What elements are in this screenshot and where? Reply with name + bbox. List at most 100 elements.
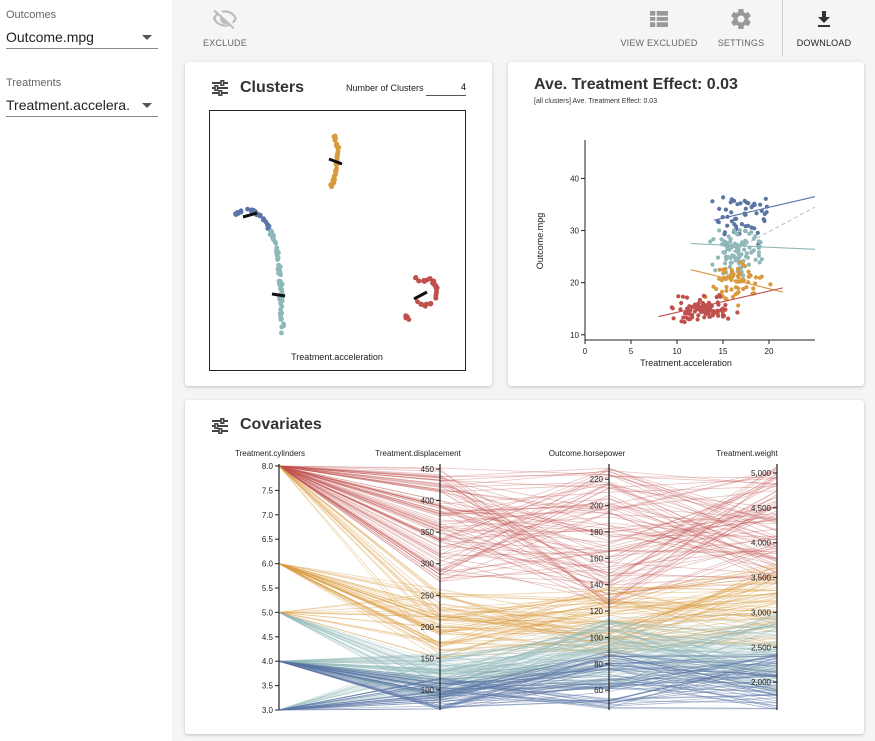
view-excluded-button[interactable]: VIEW EXCLUDED	[620, 0, 698, 56]
covariate-line	[278, 578, 778, 643]
scatter-point	[721, 195, 726, 200]
scatter-point	[733, 285, 738, 290]
scatter-point	[744, 200, 749, 205]
covariate-line	[278, 465, 778, 560]
scatter-point	[719, 237, 724, 242]
covariate-line	[278, 570, 778, 635]
scatter-point	[741, 286, 746, 292]
scatter-point	[679, 300, 684, 306]
covariate-line	[278, 465, 778, 632]
chevron-down-icon	[142, 103, 152, 108]
scatter-point	[743, 228, 748, 233]
covariate-line	[278, 635, 778, 674]
outcome-select[interactable]: Outcome.mpg	[6, 26, 158, 49]
clusters-plot[interactable]: Treatment.acceleration	[209, 110, 467, 372]
x-tick-label: 20	[765, 347, 774, 356]
axis-name: Outcome.horsepower	[549, 449, 626, 458]
scatter-point	[724, 257, 729, 262]
covariate-line	[278, 640, 778, 711]
covariate-line	[278, 465, 778, 566]
scatter-point	[730, 294, 736, 300]
covariate-line	[278, 563, 778, 633]
scatter-point	[729, 219, 734, 224]
treatment-select[interactable]: Treatment.accelera...	[6, 94, 158, 117]
scatter-point	[726, 316, 731, 321]
settings-button[interactable]: SETTINGS	[714, 0, 768, 56]
scatter-point	[732, 255, 738, 260]
y-tick-label: 30	[570, 227, 579, 236]
scatter-point	[757, 260, 762, 265]
num-clusters-input[interactable]	[426, 79, 466, 96]
axis-tick-label: 140	[590, 581, 604, 590]
covariate-line	[278, 465, 778, 583]
gear-icon	[731, 9, 751, 29]
covariate-line	[278, 465, 778, 647]
axis-tick-label: 7.5	[262, 486, 274, 495]
axis-tick-label: 200	[421, 623, 435, 632]
download-button[interactable]: DOWNLOAD	[795, 0, 853, 56]
x-tick-label: 0	[583, 347, 588, 356]
exclude-button[interactable]: EXCLUDE	[200, 0, 250, 56]
covariate-line	[278, 563, 778, 650]
tune-icon	[212, 80, 228, 96]
axis-tick-label: 180	[590, 528, 604, 537]
scatter-point	[706, 309, 711, 314]
ate-card: Ave. Treatment Effect: 0.03 [all cluster…	[508, 62, 864, 386]
cluster-point	[335, 146, 341, 151]
cluster-point	[421, 277, 427, 283]
covariates-card: Covariates Treatment.cylinders 8.0 7.5 7.0 6…	[185, 400, 864, 734]
scatter-point	[733, 216, 738, 221]
covariate-line	[278, 623, 778, 683]
cluster-point	[330, 179, 336, 185]
x-tick-label: 15	[719, 347, 728, 356]
outcome-select-value: Outcome.mpg	[6, 29, 94, 45]
covariate-line	[278, 563, 778, 622]
ate-scatter-chart[interactable]: 0 5 10 15 20 10 20 30 40 Treatment.acceleration Ou…	[508, 62, 864, 386]
y-tick-label: 40	[570, 174, 579, 183]
scatter-point	[711, 284, 716, 289]
scatter-point	[768, 282, 773, 287]
covariate-line	[278, 563, 778, 635]
eye-off-icon	[212, 9, 237, 29]
covariate-line	[278, 465, 778, 576]
covariate-line	[278, 465, 778, 576]
covariate-line	[278, 465, 778, 582]
covariate-line	[278, 465, 778, 586]
clusters-title: Clusters	[240, 79, 305, 96]
covariate-line	[278, 465, 778, 603]
sidebar: Outcomes Outcome.mpg Treatments Treatmen…	[0, 0, 172, 741]
covariate-line	[278, 465, 778, 538]
covariate-line	[278, 465, 778, 596]
covariate-line	[278, 612, 778, 700]
cluster-point	[278, 279, 283, 285]
parallel-coordinates-chart[interactable]: Treatment.cylinders 8.0 7.5 7.0 6.5 6.0 5.5 5.0…	[185, 400, 864, 734]
cluster-point	[415, 299, 420, 305]
covariate-line	[278, 628, 778, 700]
covariate-line	[278, 465, 778, 531]
covariate-line	[278, 614, 778, 675]
covariate-line	[278, 563, 778, 636]
covariate-line	[278, 465, 778, 591]
scatter-point	[744, 285, 749, 290]
scatter-point	[729, 197, 734, 202]
covariate-line	[278, 465, 778, 542]
axis-tick-label: 80	[594, 660, 603, 669]
cluster-point	[413, 275, 418, 281]
covariate-line	[278, 465, 778, 558]
covariate-line	[278, 563, 778, 639]
covariate-line	[278, 465, 778, 617]
scatter-point	[758, 202, 763, 207]
scatter-point	[729, 274, 734, 279]
cluster-point	[418, 301, 424, 307]
download-icon	[818, 11, 830, 27]
covariate-line	[278, 563, 778, 645]
covariate-line	[278, 620, 778, 678]
scatter-point	[753, 275, 759, 280]
trend-line	[690, 269, 783, 293]
covariate-line	[278, 465, 778, 601]
covariate-line	[278, 677, 778, 711]
cluster-point	[257, 212, 263, 218]
covariate-line	[278, 563, 778, 629]
covariate-line	[278, 465, 778, 540]
scatter-point	[678, 307, 683, 312]
